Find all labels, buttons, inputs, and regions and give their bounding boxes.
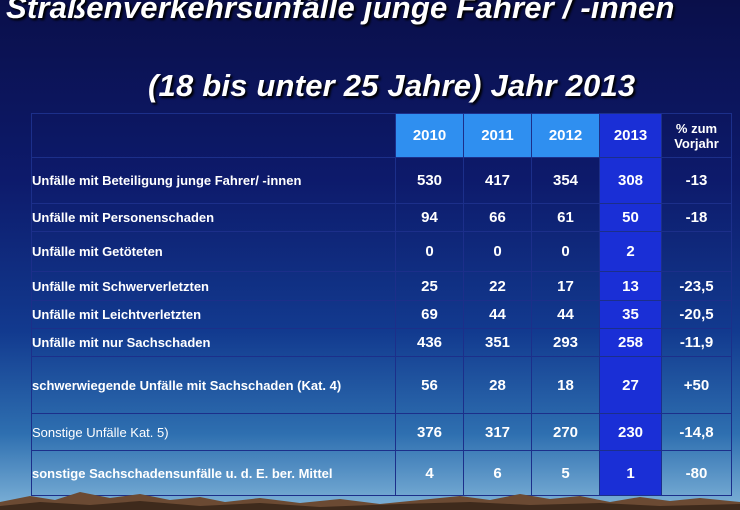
year-header-2012: 2012 xyxy=(531,113,600,158)
value-cell-2010: 69 xyxy=(395,300,464,329)
change-cell: -11,9 xyxy=(661,328,732,357)
change-header: % zum Vorjahr xyxy=(661,113,732,158)
value-cell-2012: 270 xyxy=(531,413,600,451)
value-cell-2012: 5 xyxy=(531,450,600,496)
table-row: Unfälle mit nur Sachschaden 436 351 293 258-… xyxy=(31,328,732,357)
value-cell-2012: 61 xyxy=(531,203,600,232)
value-cell-2010: 376 xyxy=(395,413,464,451)
value-cell-2010: 530 xyxy=(395,157,464,204)
value-cell-2012: 17 xyxy=(531,271,600,301)
value-cell-2010: 0 xyxy=(395,231,464,272)
value-cell-2010: 25 xyxy=(395,271,464,301)
value-cell-2010: 4 xyxy=(395,450,464,496)
year-header-2013: 2013 xyxy=(599,113,662,158)
row-label: Unfälle mit Personenschaden xyxy=(31,203,396,232)
change-cell: -14,8 xyxy=(661,413,732,451)
table-row: Unfälle mit Beteiligung junge Fahrer/ -i… xyxy=(31,157,732,204)
value-cell-2011: 317 xyxy=(463,413,532,451)
year-header-2011: 2011 xyxy=(463,113,532,158)
value-cell-2013: 1 xyxy=(599,450,662,496)
table-header-row: 2010 2011 2012 2013 % zum Vorjahr xyxy=(31,113,732,158)
change-cell: -80 xyxy=(661,450,732,496)
table-row: Unfälle mit Getöteten 0 0 0 2 xyxy=(31,231,732,272)
value-cell-2013: 230 xyxy=(599,413,662,451)
table-row: schwerwiegende Unfälle mit Sachschaden (… xyxy=(31,356,732,414)
table-row: Unfälle mit Personenschaden 94 66 61 50 -18 xyxy=(31,203,732,232)
value-cell-2011: 0 xyxy=(463,231,532,272)
accident-statistics-table: 2010 2011 2012 2013 % zum Vorjahr Unfäll… xyxy=(31,113,732,496)
value-cell-2013: 27 xyxy=(599,356,662,414)
row-label: schwerwiegende Unfälle mit Sachschaden (… xyxy=(31,356,396,414)
row-label-header xyxy=(31,113,396,158)
row-label: Unfälle mit Beteiligung junge Fahrer/ -i… xyxy=(31,157,396,204)
value-cell-2012: 354 xyxy=(531,157,600,204)
change-cell: -23,5 xyxy=(661,271,732,301)
row-label: sonstige Sachschadensunfälle u. d. E. be… xyxy=(31,450,396,496)
change-cell: -13 xyxy=(661,157,732,204)
table-row: Unfälle mit Schwerverletzten 25 22 17 13 -23,… xyxy=(31,271,732,301)
year-header-2010: 2010 xyxy=(395,113,464,158)
value-cell-2013: 2 xyxy=(599,231,662,272)
change-cell xyxy=(661,231,732,272)
change-cell: -18 xyxy=(661,203,732,232)
value-cell-2010: 56 xyxy=(395,356,464,414)
row-label: Unfälle mit Leichtverletzten xyxy=(31,300,396,329)
title-line-2: (18 bis unter 25 Jahre) Jahr 2013 xyxy=(148,68,636,103)
value-cell-2013: 308 xyxy=(599,157,662,204)
value-cell-2012: 0 xyxy=(531,231,600,272)
mountain-silhouette xyxy=(0,492,740,510)
value-cell-2012: 293 xyxy=(531,328,600,357)
value-cell-2011: 417 xyxy=(463,157,532,204)
value-cell-2010: 94 xyxy=(395,203,464,232)
change-cell: +50 xyxy=(661,356,732,414)
change-cell: -20,5 xyxy=(661,300,732,329)
table-row: sonstige Sachschadensunfälle u. d. E. be… xyxy=(31,450,732,496)
table-row: Unfälle mit Leichtverletzten 69 44 44 35 -20,… xyxy=(31,300,732,329)
value-cell-2011: 28 xyxy=(463,356,532,414)
value-cell-2013: 35 xyxy=(599,300,662,329)
value-cell-2012: 44 xyxy=(531,300,600,329)
value-cell-2011: 44 xyxy=(463,300,532,329)
value-cell-2013: 50 xyxy=(599,203,662,232)
value-cell-2013: 258 xyxy=(599,328,662,357)
value-cell-2011: 351 xyxy=(463,328,532,357)
value-cell-2012: 18 xyxy=(531,356,600,414)
row-label: Sonstige Unfälle Kat. 5) xyxy=(31,413,396,451)
value-cell-2013: 13 xyxy=(599,271,662,301)
value-cell-2011: 22 xyxy=(463,271,532,301)
row-label: Unfälle mit nur Sachschaden xyxy=(31,328,396,357)
value-cell-2010: 436 xyxy=(395,328,464,357)
value-cell-2011: 66 xyxy=(463,203,532,232)
table-row: Sonstige Unfälle Kat. 5) 376 317 270 230 -14,… xyxy=(31,413,732,451)
row-label: Unfälle mit Getöteten xyxy=(31,231,396,272)
row-label: Unfälle mit Schwerverletzten xyxy=(31,271,396,301)
title-line-1: Straßenverkehrsunfälle junge Fahrer / -i… xyxy=(6,0,675,25)
